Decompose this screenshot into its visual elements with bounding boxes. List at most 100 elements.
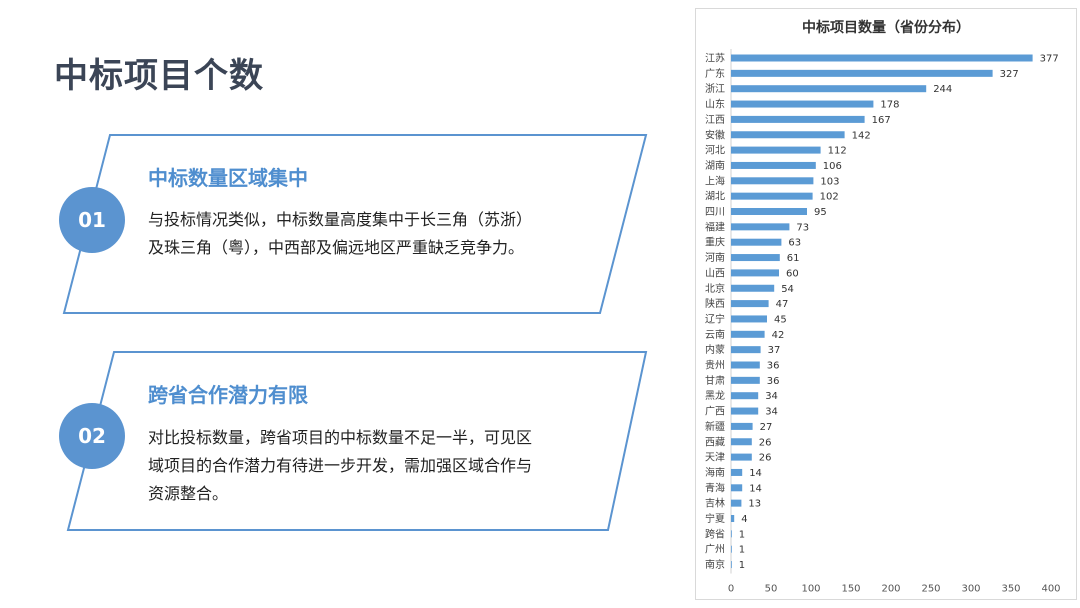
x-tick-label: 350: [1001, 584, 1020, 595]
data-label: 37: [768, 345, 781, 356]
category-label: 吉林: [705, 497, 725, 510]
bar-陕西: [731, 300, 769, 308]
category-label: 广州: [705, 544, 725, 556]
card-2-line-1: 对比投标数量，跨省项目的中标数量不足一半，可见区: [148, 428, 533, 447]
category-label: 河南: [705, 251, 725, 264]
category-label: 安徽: [705, 128, 725, 141]
category-label: 山东: [705, 98, 725, 111]
bar-内蒙: [731, 346, 761, 354]
card-1-body: 与投标情况类似，中标数量高度集中于长三角（苏浙） 及珠三角（粤），中西部及偏远地…: [148, 206, 532, 262]
data-label: 61: [787, 253, 800, 264]
data-label: 14: [749, 483, 762, 494]
data-label: 4: [741, 514, 747, 525]
card-1-line-2: 及珠三角（粤），中西部及偏远地区严重缺乏竞争力。: [148, 238, 525, 257]
data-label: 1: [739, 560, 745, 571]
card-2-frame: [66, 351, 648, 531]
bar-河南: [731, 254, 780, 262]
bar-安徽: [731, 131, 845, 139]
category-label: 内蒙: [705, 343, 725, 356]
data-label: 178: [880, 100, 899, 111]
data-label: 26: [759, 453, 772, 464]
category-label: 南京: [705, 558, 725, 571]
category-label: 海南: [705, 466, 725, 479]
card-2: 02 跨省合作潜力有限 对比投标数量，跨省项目的中标数量不足一半，可见区 域项目…: [59, 350, 660, 532]
data-label: 42: [772, 330, 785, 341]
data-label: 1: [739, 545, 745, 556]
data-label: 60: [786, 268, 799, 279]
data-label: 36: [767, 376, 780, 387]
card-1-line-1: 与投标情况类似，中标数量高度集中于长三角（苏浙）: [148, 210, 533, 229]
data-label: 95: [814, 207, 827, 218]
category-label: 河北: [705, 145, 725, 157]
bar-贵州: [731, 361, 760, 369]
category-label: 山西: [705, 267, 725, 279]
data-label: 26: [759, 437, 772, 448]
data-label: 34: [765, 407, 778, 418]
category-label: 云南: [705, 328, 725, 341]
x-tick-label: 0: [728, 584, 734, 595]
x-tick-label: 250: [921, 584, 940, 595]
data-label: 102: [820, 192, 839, 203]
data-label: 47: [776, 299, 789, 310]
page-title: 中标项目个数: [54, 56, 264, 96]
data-label: 244: [933, 84, 952, 95]
category-label: 广西: [705, 406, 725, 418]
bar-青海: [731, 484, 743, 492]
data-label: 327: [1000, 69, 1019, 80]
bar-黑龙: [731, 392, 759, 400]
data-label: 34: [765, 391, 778, 402]
data-label: 27: [760, 422, 773, 433]
data-label: 54: [781, 284, 794, 295]
data-label: 14: [749, 468, 762, 479]
chart-title: 中标项目数量（省份分布）: [802, 20, 970, 36]
data-label: 73: [796, 222, 809, 233]
data-label: 45: [774, 314, 787, 325]
category-label: 宁夏: [705, 512, 725, 525]
bar-广州: [731, 545, 732, 553]
bar-广西: [731, 407, 759, 415]
bar-重庆: [731, 238, 782, 246]
bar-甘肃: [731, 376, 760, 384]
category-label: 甘肃: [705, 374, 725, 387]
bar-上海: [731, 177, 814, 185]
data-label: 112: [828, 146, 847, 157]
category-label: 湖南: [705, 159, 725, 172]
data-label: 377: [1040, 54, 1059, 65]
category-label: 陕西: [705, 297, 725, 310]
category-label: 辽宁: [705, 312, 725, 325]
data-label: 103: [820, 176, 839, 187]
category-label: 黑龙: [705, 389, 725, 402]
card-2-body: 对比投标数量，跨省项目的中标数量不足一半，可见区 域项目的合作潜力有待进一步开发…: [148, 424, 532, 508]
bar-跨省: [731, 530, 732, 538]
bar-新疆: [731, 422, 753, 430]
card-2-number-badge: 02: [59, 403, 125, 469]
bar-湖南: [731, 161, 816, 169]
x-tick-label: 200: [881, 584, 900, 595]
card-2-heading: 跨省合作潜力有限: [148, 383, 308, 407]
bar-山东: [731, 100, 874, 108]
category-label: 跨省: [705, 527, 725, 540]
category-label: 上海: [705, 174, 725, 187]
bar-北京: [731, 284, 775, 292]
category-label: 江西: [705, 114, 725, 126]
category-label: 福建: [705, 220, 725, 233]
bar-西藏: [731, 438, 752, 446]
data-label: 13: [748, 499, 761, 510]
bar-浙江: [731, 85, 927, 93]
bar-湖北: [731, 192, 813, 200]
category-label: 新疆: [705, 420, 725, 433]
card-1-number-badge: 01: [59, 187, 125, 253]
category-label: 重庆: [705, 236, 725, 249]
card-1: 01 中标数量区域集中 与投标情况类似，中标数量高度集中于长三角（苏浙） 及珠三…: [59, 133, 660, 315]
category-label: 青海: [705, 481, 725, 494]
category-label: 浙江: [705, 83, 725, 95]
bar-宁夏: [731, 515, 735, 522]
bar-江西: [731, 115, 865, 123]
x-tick-label: 150: [841, 584, 860, 595]
bar-云南: [731, 330, 765, 338]
data-label: 63: [788, 238, 801, 249]
category-label: 广东: [705, 67, 725, 80]
bar-河北: [731, 146, 821, 154]
bar-南京: [731, 561, 732, 569]
